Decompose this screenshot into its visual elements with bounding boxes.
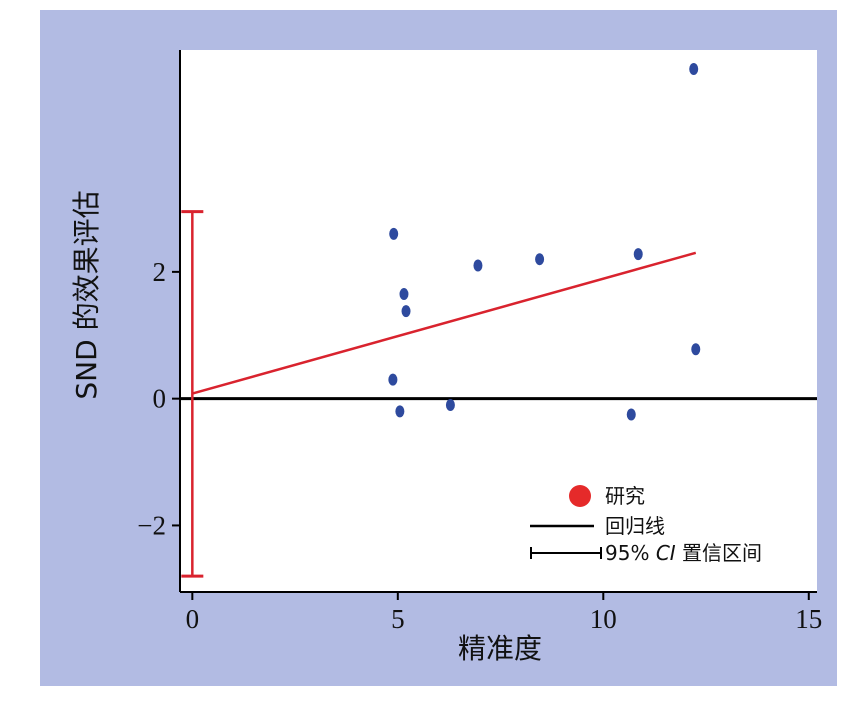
x-axis-title: 精准度 bbox=[458, 632, 542, 665]
legend-study-label: 研究 bbox=[605, 484, 645, 508]
plot-area bbox=[180, 50, 817, 592]
x-tick-label: 5 bbox=[391, 604, 405, 634]
y-axis-title: SND 的效果评估 bbox=[70, 190, 103, 399]
legend-ci-italic: CI bbox=[656, 541, 676, 565]
study-point bbox=[389, 227, 399, 240]
study-point bbox=[473, 259, 483, 272]
study-point bbox=[445, 398, 455, 411]
y-tick-label: 2 bbox=[153, 257, 167, 287]
study-point bbox=[689, 63, 699, 76]
study-point bbox=[535, 253, 545, 266]
study-point bbox=[633, 248, 643, 261]
legend-ci-suffix: 置信区间 bbox=[682, 541, 762, 565]
study-point bbox=[626, 408, 636, 421]
scatter-chart: 0 5 10 15 −2 0 2 精准度 SND 的效果评估 研究 回归线 95% CI 置… bbox=[70, 50, 822, 665]
x-tick-label: 0 bbox=[186, 604, 200, 634]
legend-ci-label: 95% CI 置信区间 bbox=[605, 541, 762, 565]
x-tick-label: 15 bbox=[795, 604, 822, 634]
legend-study-marker bbox=[569, 485, 591, 507]
figure-panel: 0 5 10 15 −2 0 2 精准度 SND 的效果评估 研究 回归线 95% CI 置… bbox=[40, 10, 837, 686]
legend-line-label: 回归线 bbox=[605, 514, 665, 538]
legend: 研究 回归线 95% CI 置信区间 bbox=[530, 484, 762, 565]
study-point bbox=[399, 288, 409, 301]
study-point bbox=[691, 343, 701, 356]
study-point bbox=[388, 373, 398, 386]
y-tick-label: −2 bbox=[137, 510, 166, 540]
x-tick-label: 10 bbox=[590, 604, 617, 634]
ticks-layer: 0 5 10 15 −2 0 2 bbox=[137, 257, 822, 634]
study-point bbox=[395, 405, 405, 418]
y-tick-label: 0 bbox=[153, 384, 167, 414]
regression-line bbox=[191, 251, 697, 395]
legend-ci-prefix: 95% bbox=[605, 541, 649, 565]
marks-layer bbox=[180, 63, 817, 578]
study-point bbox=[401, 305, 411, 318]
